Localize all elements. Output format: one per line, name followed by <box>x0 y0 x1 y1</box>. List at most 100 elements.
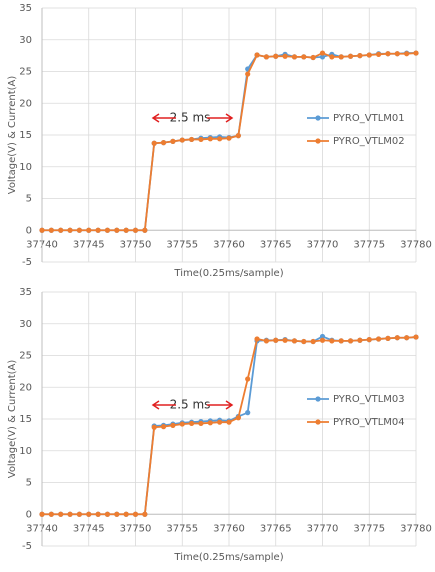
data-point <box>39 227 45 233</box>
arrow <box>207 400 234 410</box>
x-tick-label: 37760 <box>213 523 245 534</box>
data-point <box>170 422 176 428</box>
data-point <box>357 337 363 343</box>
data-point <box>95 227 101 233</box>
data-point <box>357 53 363 59</box>
data-point <box>245 71 251 77</box>
data-point <box>58 227 64 233</box>
data-point <box>160 424 167 430</box>
data-point <box>245 376 251 382</box>
data-point <box>76 227 82 233</box>
x-tick-label: 37755 <box>166 523 198 534</box>
annotation: 2.5 ms <box>170 111 211 125</box>
data-point <box>329 54 335 60</box>
legend-marker <box>315 138 321 144</box>
y-tick-label: 35 <box>19 287 32 298</box>
data-point <box>226 135 232 141</box>
data-point <box>310 338 316 345</box>
y-tick-label: 35 <box>19 3 32 14</box>
annotation: 2.5 ms <box>170 398 211 412</box>
y-tick-label: 0 <box>26 509 32 520</box>
data-point <box>48 227 54 233</box>
data-point <box>319 54 326 60</box>
data-point <box>394 335 400 341</box>
x-tick-label: 37775 <box>353 239 385 250</box>
y-tick-label: 25 <box>19 351 32 362</box>
data-point <box>217 136 223 142</box>
data-point <box>319 333 326 340</box>
y-tick-label: 30 <box>19 319 32 330</box>
data-point <box>104 511 111 517</box>
legend-marker <box>315 115 321 121</box>
data-point <box>282 337 288 343</box>
data-point <box>198 420 204 427</box>
y-tick-label: 5 <box>26 194 32 205</box>
data-point <box>151 140 157 146</box>
data-point <box>207 136 213 142</box>
data-point <box>245 410 251 416</box>
data-point <box>366 52 372 58</box>
y-tick-label: 10 <box>19 446 32 457</box>
data-point <box>413 334 419 340</box>
data-point <box>347 53 354 59</box>
arrow <box>151 113 176 123</box>
data-point <box>123 227 129 233</box>
data-point <box>58 511 64 517</box>
data-point <box>86 511 92 517</box>
data-point <box>123 511 129 517</box>
data-point <box>160 140 167 146</box>
data-point <box>151 424 157 430</box>
data-point <box>366 337 372 343</box>
data-point <box>319 50 326 56</box>
data-point <box>254 336 260 342</box>
data-point <box>235 415 241 421</box>
data-point <box>48 511 54 517</box>
data-point <box>132 511 139 517</box>
data-point <box>413 50 419 56</box>
data-point <box>347 338 354 344</box>
y-tick-label: 20 <box>19 382 32 393</box>
x-tick-label: 37755 <box>166 239 198 250</box>
data-point <box>114 511 120 517</box>
data-point <box>132 227 139 233</box>
data-point <box>273 53 279 59</box>
data-point <box>226 419 232 425</box>
data-point <box>114 227 120 233</box>
legend-label: PYRO_VTLM02 <box>333 136 405 147</box>
x-tick-label: 37775 <box>353 523 385 534</box>
x-tick-label: 37765 <box>260 523 292 534</box>
legend-label: PYRO_VTLM01 <box>333 113 405 124</box>
x-tick-label: 37770 <box>307 523 339 534</box>
data-point <box>338 338 344 344</box>
data-point <box>291 54 298 60</box>
x-tick-label: 37760 <box>213 239 245 250</box>
y-tick-label: 30 <box>19 35 32 46</box>
data-point <box>263 54 269 60</box>
data-point <box>301 54 307 60</box>
data-point <box>376 336 382 342</box>
data-point <box>142 511 148 517</box>
x-tick-label: 37750 <box>120 239 152 250</box>
data-point <box>263 338 269 344</box>
data-point <box>338 54 344 60</box>
data-point <box>301 338 307 345</box>
y-tick-label: 5 <box>26 478 32 489</box>
data-point <box>179 421 185 427</box>
data-point <box>189 420 195 427</box>
x-tick-label: 37745 <box>73 239 105 250</box>
y-tick-label: -5 <box>22 257 32 268</box>
legend-marker <box>315 396 321 402</box>
legend-label: PYRO_VTLM04 <box>333 417 405 428</box>
data-point <box>235 133 241 139</box>
data-point <box>385 51 391 57</box>
data-point <box>394 51 400 57</box>
y-axis-title: Voltage(V) & Current(A) <box>7 76 18 195</box>
data-point <box>76 511 82 517</box>
x-tick-label: 37745 <box>73 523 105 534</box>
y-tick-label: 0 <box>26 225 32 236</box>
data-point <box>95 511 101 517</box>
x-axis-title: Time(0.25ms/sample) <box>173 268 283 279</box>
data-point <box>67 227 73 233</box>
data-point <box>273 337 279 343</box>
